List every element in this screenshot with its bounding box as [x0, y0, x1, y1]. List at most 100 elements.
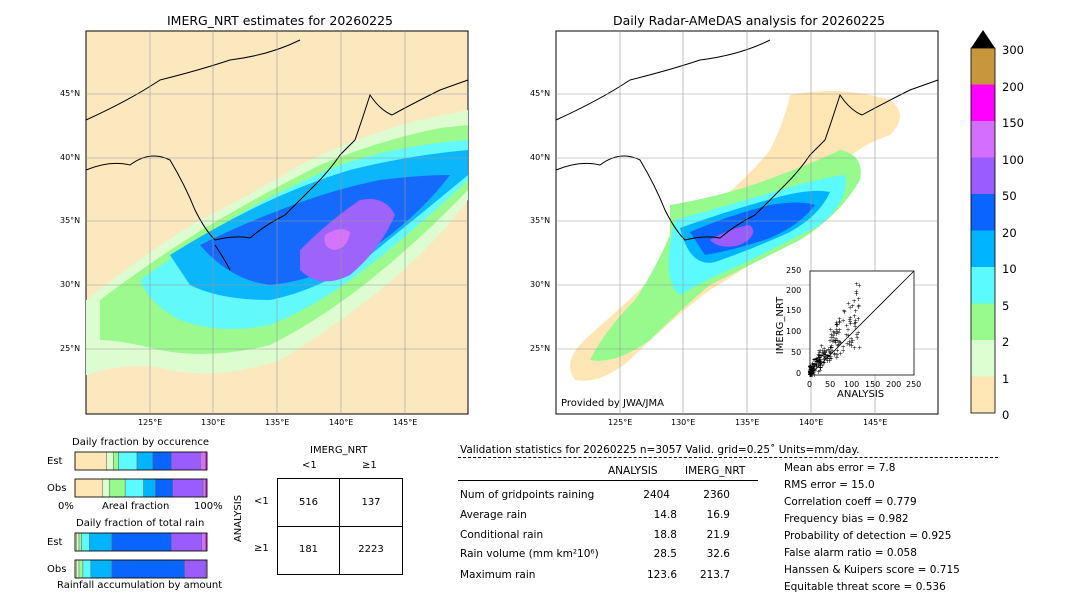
scatter-point: + — [832, 352, 837, 359]
left-lon-135: 135°E — [265, 418, 290, 427]
scatter-point: + — [807, 368, 812, 375]
scatter-point: + — [811, 364, 816, 371]
scatter-point: + — [846, 332, 851, 339]
scatter-point: + — [808, 364, 813, 371]
right-map-rain-field — [570, 91, 900, 381]
scatter-point: + — [823, 355, 828, 362]
scatter-point: + — [824, 356, 829, 363]
total-rain-est-bar-segment — [201, 532, 206, 552]
occurrence-title: Daily fraction by occurence — [72, 437, 210, 448]
occurrence-obs-bar-segment — [124, 478, 144, 498]
colorbar-segment — [971, 84, 995, 121]
stat-label-maximum: Maximum rain — [460, 569, 536, 581]
scatter-point: + — [822, 352, 827, 359]
colorbar-tick-200: 200 — [1002, 80, 1024, 94]
inset-xtick-150: 150 — [865, 380, 881, 389]
scatter-point: + — [807, 368, 812, 375]
scatter-point: + — [856, 316, 861, 323]
scatter-point: + — [807, 369, 812, 376]
scatter-point: + — [856, 304, 861, 311]
scatter-point: + — [854, 332, 859, 339]
scatter-point: + — [829, 345, 834, 352]
scatter-point: + — [852, 320, 857, 327]
scatter-point: + — [852, 298, 857, 305]
inset-ytick-200: 200 — [786, 286, 802, 295]
scatter-point: + — [853, 317, 858, 324]
scatter-point: + — [807, 372, 812, 379]
data-credit: Provided by JWA/JMA — [561, 398, 664, 409]
scatter-point: + — [808, 364, 813, 371]
score-freq-bias: Frequency bias = 0.982 — [784, 513, 909, 525]
colorbar-tick-5: 5 — [1002, 299, 1010, 313]
scatter-point: + — [828, 354, 833, 361]
scatter-point: + — [808, 371, 813, 378]
scatter-point: + — [810, 369, 815, 376]
scatter-point: + — [834, 322, 839, 329]
occurrence-est-bar-segment — [200, 451, 206, 471]
scatter-point: + — [828, 327, 833, 334]
scatter-point: + — [816, 357, 821, 364]
scatter-point: + — [831, 329, 836, 336]
scatter-point: + — [811, 364, 816, 371]
scatter-point: + — [827, 356, 832, 363]
validation-col-analysis: ANALYSIS — [608, 465, 658, 477]
scatter-point: + — [817, 359, 822, 366]
scatter-point: + — [836, 341, 841, 348]
scatter-point: + — [808, 366, 813, 373]
scatter-point: + — [827, 358, 832, 365]
scatter-point: + — [808, 366, 813, 373]
scatter-point: + — [828, 350, 833, 357]
scatter-point: + — [808, 368, 813, 375]
scatter-point: + — [808, 367, 813, 374]
total-rain-obs-bar-outline — [74, 559, 208, 579]
scatter-point: + — [814, 364, 819, 371]
scatter-point: + — [808, 372, 813, 379]
scatter-point: + — [818, 367, 823, 374]
contingency-row-ge: ≥1 — [254, 543, 269, 554]
scatter-point: + — [810, 372, 815, 379]
scatter-point: + — [811, 370, 816, 377]
stat-imerg-conditional: 21.9 — [706, 529, 730, 541]
scatter-point: + — [822, 350, 827, 357]
scatter-point: + — [811, 366, 816, 373]
score-ets: Equitable threat score = 0.536 — [784, 581, 946, 593]
occurrence-obs-bar-segment — [172, 478, 204, 498]
scatter-point: + — [848, 319, 853, 326]
scatter-point: + — [834, 352, 839, 359]
left-lon-130: 130°E — [201, 418, 226, 427]
total-rain-row-obs: Obs — [47, 564, 67, 575]
score-far: False alarm ratio = 0.058 — [784, 547, 917, 559]
scatter-point: + — [818, 353, 823, 360]
colorbar-tick-100: 100 — [1002, 153, 1024, 167]
scatter-point: + — [811, 366, 816, 373]
total-rain-footer: Rainfall accumulation by amount — [57, 580, 223, 591]
colorbar-segment — [971, 303, 995, 340]
scatter-point: + — [812, 367, 817, 374]
scatter-point: + — [818, 356, 823, 363]
scatter-point: + — [808, 371, 813, 378]
scatter-point: + — [818, 358, 823, 365]
scatter-point: + — [822, 349, 827, 356]
scatter-point: + — [808, 372, 813, 379]
scatter-point: + — [857, 345, 862, 352]
scatter-point: + — [808, 372, 813, 379]
scatter-point: + — [820, 348, 825, 355]
scatter-point: + — [810, 367, 815, 374]
scatter-point: + — [835, 348, 840, 355]
scatter-point: + — [855, 335, 860, 342]
scatter-point: + — [809, 365, 814, 372]
scatter-point: + — [841, 318, 846, 325]
scatter-point: + — [807, 372, 812, 379]
scatter-point: + — [838, 339, 843, 346]
scatter-point: + — [807, 368, 812, 375]
scatter-point: + — [828, 344, 833, 351]
scatter-point: + — [828, 351, 833, 358]
right-lon-135: 135°E — [735, 418, 760, 427]
scatter-point: + — [832, 350, 837, 357]
scatter-point: + — [823, 349, 828, 356]
scatter-point: + — [816, 348, 821, 355]
scatter-point: + — [817, 349, 822, 356]
scatter-point: + — [807, 370, 812, 377]
right-lon-125: 125°E — [608, 418, 633, 427]
stat-analysis-conditional: 18.8 — [653, 529, 677, 541]
